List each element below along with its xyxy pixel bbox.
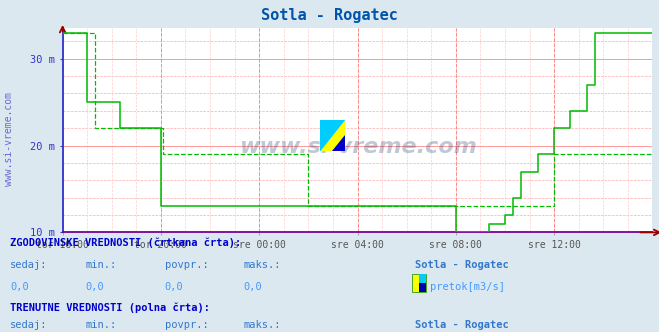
Polygon shape	[332, 135, 345, 151]
Text: www.si-vreme.com: www.si-vreme.com	[239, 137, 476, 157]
Text: sedaj:: sedaj:	[10, 320, 47, 330]
Bar	[419, 283, 426, 292]
Text: 0,0: 0,0	[10, 282, 28, 292]
Text: maks.:: maks.:	[244, 260, 281, 270]
Polygon shape	[320, 120, 345, 151]
Text: Sotla - Rogatec: Sotla - Rogatec	[261, 8, 398, 23]
Text: www.si-vreme.com: www.si-vreme.com	[3, 92, 14, 187]
Text: 0,0: 0,0	[86, 282, 104, 292]
Text: povpr.:: povpr.:	[165, 320, 208, 330]
Text: pretok[m3/s]: pretok[m3/s]	[430, 282, 505, 292]
Text: min.:: min.:	[86, 260, 117, 270]
Text: Sotla - Rogatec: Sotla - Rogatec	[415, 260, 509, 270]
Text: ZGODOVINSKE VREDNOSTI (črtkana črta):: ZGODOVINSKE VREDNOSTI (črtkana črta):	[10, 237, 241, 248]
Bar	[419, 274, 426, 292]
Bar	[412, 274, 426, 292]
Text: maks.:: maks.:	[244, 320, 281, 330]
Text: povpr.:: povpr.:	[165, 260, 208, 270]
Text: TRENUTNE VREDNOSTI (polna črta):: TRENUTNE VREDNOSTI (polna črta):	[10, 302, 210, 313]
Text: 0,0: 0,0	[165, 282, 183, 292]
Text: 0,0: 0,0	[244, 282, 262, 292]
Text: Sotla - Rogatec: Sotla - Rogatec	[415, 320, 509, 330]
Text: min.:: min.:	[86, 320, 117, 330]
Polygon shape	[320, 120, 345, 151]
Text: sedaj:: sedaj:	[10, 260, 47, 270]
